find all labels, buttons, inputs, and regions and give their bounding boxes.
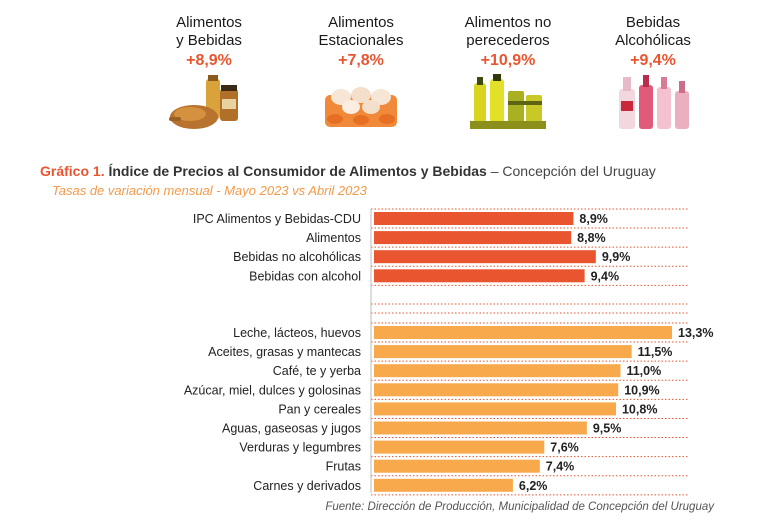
value-label: 7,4% [546, 460, 575, 474]
header-item-food-beverages: Alimentos y Bebidas +8,9% [134, 12, 284, 131]
value-label: 10,9% [624, 383, 659, 397]
category-label: Bebidas con alcohol [249, 269, 361, 283]
eggs-in-carton-icon [325, 87, 397, 127]
source-note: Fuente: Dirección de Producción, Municip… [325, 501, 714, 513]
category-label: Carnes y derivados [253, 479, 361, 493]
category-label: Aguas, gaseosas y jugos [222, 422, 361, 436]
canned-goods-and-oil-bottles-icon [470, 74, 546, 129]
bar [374, 459, 540, 473]
header-label: Alimentos y Bebidas [176, 14, 242, 49]
category-label: Alimentos [306, 231, 361, 245]
roast-chicken-and-jars-icon [169, 75, 238, 129]
header-value: +8,9% [186, 52, 232, 69]
value-label: 8,9% [579, 212, 608, 226]
value-label: 8,8% [577, 231, 606, 245]
value-label: 9,5% [593, 422, 622, 436]
category-label: Azúcar, miel, dulces y golosinas [184, 383, 361, 397]
header-value: +9,4% [630, 52, 676, 69]
bar [374, 212, 574, 225]
category-label: Leche, lácteos, huevos [233, 326, 361, 340]
chart-title-main: Índice de Precios al Consumidor de Alime… [108, 163, 487, 179]
header-item-seasonal-foods: Alimentos Estacionales +7,8% [286, 12, 436, 131]
header-item-alcoholic-beverages: Bebidas Alcohólicas +9,4% [578, 12, 728, 131]
chart-number: Gráfico 1. [40, 163, 105, 179]
value-label: 11,5% [638, 345, 673, 359]
chart-title: Gráfico 1. Índice de Precios al Consumid… [40, 163, 740, 179]
value-label: 6,2% [519, 479, 548, 493]
category-label: IPC Alimentos y Bebidas-CDU [193, 212, 361, 226]
liquor-bottles-icon [619, 75, 689, 129]
chart-title-location: – Concepción del Uruguay [490, 163, 656, 179]
category-label: Verduras y legumbres [239, 441, 361, 455]
category-label: Pan y cereales [278, 402, 361, 416]
bar [374, 402, 616, 416]
category-label: Café, te y yerba [273, 364, 361, 378]
header-value: +10,9% [480, 52, 536, 69]
bar [374, 364, 621, 378]
header-item-non-perishable-foods: Alimentos no perecederos +10,9% [433, 12, 583, 131]
header-label: Alimentos Estacionales [318, 14, 404, 49]
value-label: 13,3% [678, 326, 713, 340]
bar [374, 345, 632, 359]
bar [374, 250, 596, 264]
header-label: Alimentos no perecederos [464, 14, 552, 49]
bar [374, 421, 587, 435]
value-label: 11,0% [626, 364, 661, 378]
bar [374, 478, 513, 492]
value-label: 10,8% [622, 402, 657, 416]
value-label: 7,6% [550, 441, 579, 455]
bar [374, 231, 572, 245]
bar [374, 269, 585, 283]
value-label: 9,9% [602, 250, 631, 264]
header-value: +7,8% [338, 52, 384, 69]
bar [374, 440, 545, 454]
header-label: Bebidas Alcohólicas [615, 14, 691, 49]
bar [374, 326, 672, 339]
chart-subtitle: Tasas de variación mensual - Mayo 2023 v… [52, 183, 367, 198]
value-label: 9,4% [591, 269, 620, 283]
category-label: Aceites, grasas y mantecas [208, 345, 361, 359]
category-label: Frutas [326, 460, 361, 474]
category-label: Bebidas no alcohólicas [233, 250, 361, 264]
bar [374, 383, 619, 397]
